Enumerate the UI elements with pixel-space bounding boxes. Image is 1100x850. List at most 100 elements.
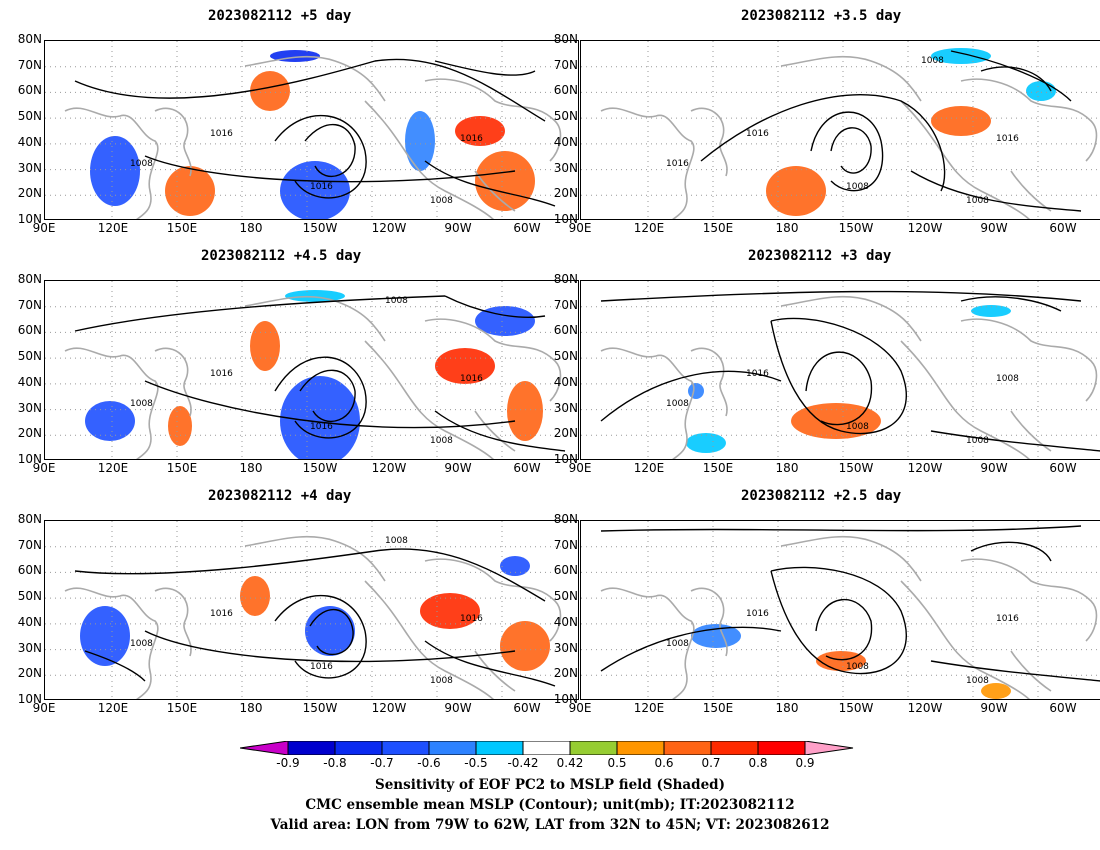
lat-tick-label: 40N (17, 614, 42, 629)
sensitivity-shade (981, 683, 1011, 699)
sensitivity-shade (766, 166, 826, 216)
colorbar-swatch (616, 741, 665, 755)
lon-tick-label: 90W (980, 461, 1008, 475)
colorbar (240, 741, 854, 755)
lat-tick-label: 80N (17, 272, 42, 286)
colorbar-low-extend (240, 741, 289, 755)
colorbar-swatch (757, 741, 806, 755)
sensitivity-shade (686, 433, 726, 453)
contour-label: 1008 (921, 56, 944, 66)
map-canvas: 1008 1016 1016 1008 1016 1008 (45, 281, 578, 459)
coastline (364, 580, 494, 699)
contour-label: 1016 (666, 159, 689, 169)
lon-tick-label: 120E (97, 701, 129, 715)
mslp-contour (274, 356, 367, 439)
lat-tick-label: 50N (17, 349, 42, 364)
lon-tick-label: 60W (513, 701, 541, 715)
contour-label: 1016 (460, 614, 483, 624)
mslp-contour (424, 160, 556, 207)
mslp-contour (434, 410, 566, 452)
lat-tick-label: 60N (17, 323, 42, 338)
coastline (960, 78, 1098, 162)
caption-line-2: CMC ensemble mean MSLP (Contour); unit(m… (305, 797, 795, 813)
lon-tick-label: 180 (239, 461, 263, 475)
mslp-contour (810, 111, 884, 192)
mslp-contour (299, 369, 356, 422)
coastline (690, 587, 728, 657)
sensitivity-shade (435, 348, 495, 384)
colorbar-tick-label: -0.7 (370, 756, 394, 770)
coastline (244, 535, 386, 582)
lat-tick-label: 70N (17, 297, 42, 312)
mslp-contour (600, 626, 782, 672)
lon-tick-label: 90E (568, 461, 592, 475)
lon-tick-label: 120E (97, 461, 129, 475)
coastline (600, 107, 695, 219)
lat-tick-label: 40N (553, 374, 578, 389)
colorbar-tick-label: 0.7 (701, 756, 721, 770)
coastline (364, 340, 494, 459)
contour-label: 1016 (310, 422, 333, 432)
lon-tick-label: 120E (633, 461, 665, 475)
map-canvas: 1008 1016 1016 1008 1016 (45, 41, 578, 219)
mslp-contour (274, 114, 367, 199)
coastline (900, 580, 1030, 699)
lon-tick-label: 90E (568, 221, 592, 235)
lat-tick-label: 60N (553, 563, 578, 578)
contour-label: 1008 (846, 182, 869, 192)
mslp-contour (910, 170, 1082, 212)
panel-title: 2023082112 +3 day (748, 248, 892, 264)
coastline (424, 318, 562, 402)
coastline (900, 100, 1030, 219)
contour-label: 1008 (430, 676, 453, 686)
lat-tick-label: 10N (553, 452, 578, 466)
contour-label: 1008 (846, 662, 869, 672)
map-canvas: 1008 1016 1008 1008 1008 (581, 281, 1100, 459)
mslp-contour (970, 541, 1052, 562)
lat-tick-label: 10N (17, 452, 42, 466)
contour-label: 1016 (310, 182, 333, 192)
colorbar-tick-label: 0.6 (654, 756, 674, 770)
contour-label: 1008 (846, 422, 869, 432)
lat-tick-label: 60N (17, 83, 42, 98)
coastline (244, 55, 386, 102)
lon-tick-label: 150W (302, 221, 338, 235)
contour-label: 1008 (130, 399, 153, 409)
coastline (1010, 650, 1052, 692)
lon-tick-label: 120W (371, 221, 407, 235)
contour-label: 1016 (310, 662, 333, 672)
coastline (780, 295, 922, 342)
sensitivity-shade (250, 71, 290, 111)
sensitivity-shade (85, 401, 135, 441)
lon-tick-label: 90E (568, 701, 592, 715)
colorbar-tick-label: -0.5 (464, 756, 488, 770)
lat-tick-label: 20N (553, 666, 578, 681)
lon-tick-label: 150E (166, 701, 198, 715)
sensitivity-shade (250, 321, 280, 371)
map-panel: 1008 1016 1016 1008 1016 1008 (44, 520, 579, 700)
lon-tick-label: 180 (775, 461, 799, 475)
coastline (600, 347, 695, 459)
mslp-contour (700, 94, 946, 192)
lon-tick-label: 90E (32, 461, 56, 475)
panel-title: 2023082112 +5 day (208, 8, 352, 24)
sensitivity-shade (420, 593, 480, 629)
sensitivity-shade (90, 136, 140, 206)
lat-tick-label: 70N (553, 537, 578, 552)
sensitivity-shade (475, 151, 535, 211)
mslp-contour (74, 58, 546, 122)
mslp-contour (950, 50, 1072, 102)
lon-tick-label: 150W (838, 461, 874, 475)
colorbar-swatch (381, 741, 430, 755)
mslp-contour (434, 60, 536, 76)
sensitivity-shade (405, 111, 435, 171)
coastline (154, 587, 192, 657)
contour-label: 1016 (746, 609, 769, 619)
lon-tick-label: 60W (1049, 701, 1077, 715)
contour-label: 1016 (746, 129, 769, 139)
coastline (64, 347, 159, 459)
mslp-contour (600, 290, 1082, 302)
colorbar-swatch (428, 741, 477, 755)
lat-tick-label: 20N (17, 426, 42, 441)
contour-label: 1008 (385, 536, 408, 546)
